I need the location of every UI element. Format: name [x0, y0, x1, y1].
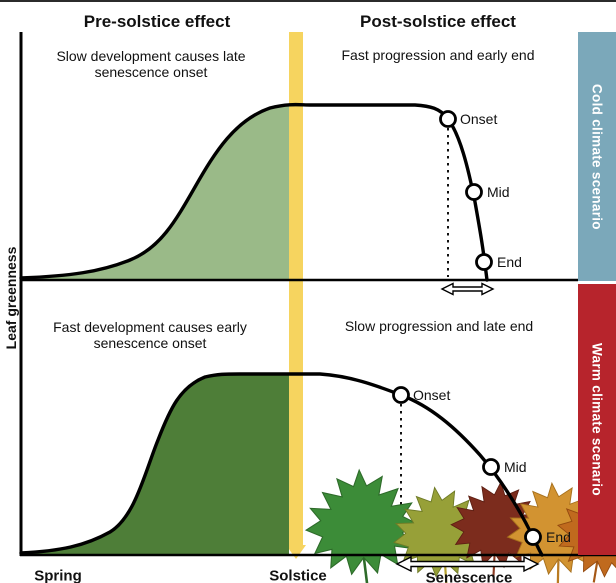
warm-pre-text: Fast development causes early senescence… [53, 319, 247, 351]
golden-orange-maple-leaf [502, 478, 609, 583]
warm-senescence-span-arrow [395, 555, 540, 573]
warm-mid-label: Mid [504, 459, 527, 475]
warm-greenness-curve [19, 372, 544, 557]
layer-front [19, 32, 616, 573]
cold-end-label: End [497, 254, 522, 270]
post-solstice-heading: Post-solstice effect [360, 12, 516, 31]
cold-climate-scenario-label: Cold climate scenario [589, 83, 605, 230]
warm-end-label: End [546, 529, 571, 545]
cold-pre-text: Slow development causes late senescence … [56, 48, 246, 80]
pre-solstice-heading: Pre-solstice effect [83, 12, 231, 31]
warm-end-marker [524, 528, 542, 546]
cold-mid-marker [465, 183, 483, 201]
cold-onset-label: Onset [460, 111, 498, 127]
layer-behind [21, 32, 449, 559]
warm-climate-scenario-label: Warm climate scenario [589, 343, 605, 496]
cold-climate-scenario-bar: Cold climate scenario [578, 32, 616, 281]
cold-pre-solstice-fill [21, 105, 289, 279]
y-axis-label: Leaf greenness [3, 246, 19, 350]
warm-climate-scenario-bar: Warm climate scenario [578, 284, 616, 555]
cold-onset-marker [439, 110, 457, 128]
cold-end-marker [475, 253, 493, 271]
burnt-orange-maple-leaf [548, 478, 616, 583]
warm-pre-solstice-fill [21, 374, 289, 554]
cold-mid-label: Mid [487, 184, 510, 200]
cold-post-text: Fast progression and early end [341, 47, 535, 63]
green-maple-leaf [302, 466, 422, 583]
solstice-band-arrowhead [286, 545, 306, 559]
cold-senescence-span-arrow [440, 282, 495, 296]
warm-onset-marker [392, 386, 410, 404]
x-label-spring: Spring [34, 567, 82, 583]
x-label-solstice: Solstice [269, 567, 327, 583]
warm-onset-label: Onset [413, 387, 451, 403]
warm-mid-marker [482, 458, 500, 476]
x-label-senescence: Senescence [425, 569, 513, 583]
solstice-band [289, 32, 303, 545]
cold-greenness-curve [19, 102, 489, 282]
warm-post-text: Slow progression and late end [344, 318, 534, 334]
